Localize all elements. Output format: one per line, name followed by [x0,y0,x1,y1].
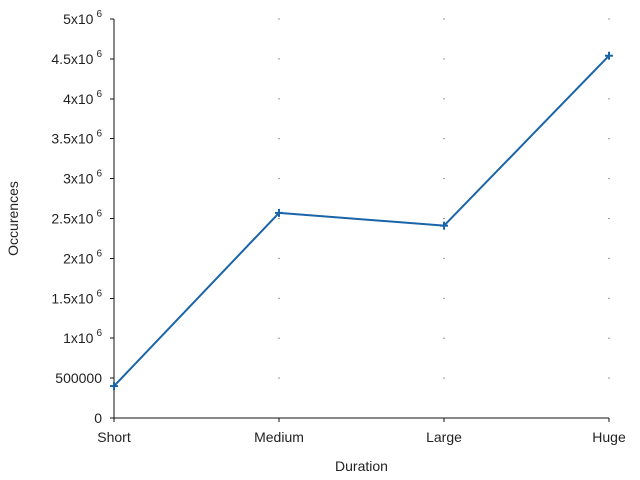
y-tick-label: 4.5x10 6 [51,49,102,67]
grid-dot [443,257,445,259]
grid-dot [443,138,445,140]
grid-dot [443,218,445,219]
grid-dot [278,337,280,339]
data-point [440,221,448,230]
y-tick-label: 5x10 6 [63,9,102,27]
grid-dot [608,98,610,100]
grid-dot [278,257,280,259]
x-tick-label: Large [426,429,462,445]
y-tick-label: 3.5x10 6 [51,129,102,147]
grid-dot [443,178,445,180]
y-tick-label: 1.5x10 6 [51,288,102,306]
y-tick-label: 0 [94,410,102,426]
grid-dot [608,178,610,180]
grid-dot [278,377,280,379]
x-tick-labels: Short Medium Large Huge [97,418,626,445]
data-point [275,208,283,217]
grid-dot [443,58,445,60]
grid [278,18,610,379]
data-point [605,51,613,60]
y-tick-label: 1x10 6 [63,328,102,346]
grid-dot [443,18,445,20]
y-tick-label: 500000 [55,370,102,386]
grid-dot [608,257,610,259]
grid-dot [608,377,610,379]
y-tick-label: 2x10 6 [63,248,102,266]
grid-dot [278,218,280,219]
grid-dot [608,18,610,20]
y-tick-label: 3x10 6 [63,169,102,187]
x-tick-label: Huge [592,429,626,445]
y-tick-labels: 0 500000 1x10 6 1.5x10 6 2x10 6 2.5x10 6 3x10 6 3.5x… [51,9,114,426]
x-tick-label: Medium [254,429,304,445]
grid-dot [278,138,280,140]
grid-dot [608,138,610,140]
y-axis-title: Occurences [5,181,21,256]
grid-dot [278,18,280,20]
series [110,51,613,391]
grid-dot [608,218,610,219]
grid-dot [443,377,445,379]
grid-dot [443,337,445,339]
grid-dot [278,98,280,100]
grid-dot [278,178,280,180]
series-line [113,55,610,387]
grid-dot [278,58,280,60]
grid-dot [608,297,610,299]
grid-dot [278,297,280,299]
grid-dot [608,337,610,339]
y-tick-label: 4x10 6 [63,89,102,107]
grid-dot [443,98,445,100]
y-tick-label: 2.5x10 6 [51,209,102,227]
data-point [110,382,118,391]
x-axis-title: Duration [335,458,388,474]
x-tick-label: Short [97,429,131,445]
grid-dot [443,297,445,299]
